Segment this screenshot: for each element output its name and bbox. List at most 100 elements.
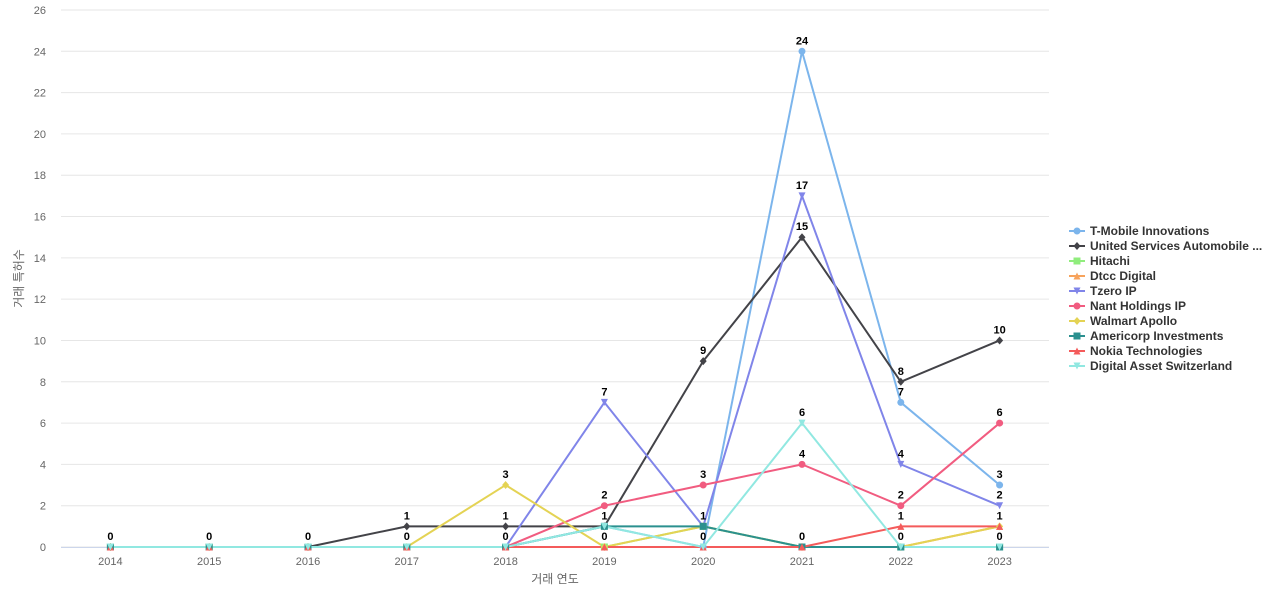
data-point-9-2019 [600,522,608,530]
data-label: 0 [898,531,904,543]
y-tick-label-18: 18 [34,170,46,182]
legend-item-6[interactable]: Walmart Apollo [1069,314,1177,328]
data-point-0-2022 [897,398,905,406]
data-point-1-2017 [403,522,411,531]
series-markers [106,47,1004,551]
data-point-1-2022 [897,377,905,386]
data-label: 0 [799,531,805,543]
x-tick-label-2023: 2023 [987,556,1011,568]
y-tick-label-24: 24 [34,46,46,58]
data-label: 2 [997,490,1003,502]
legend-marker-9 [1073,362,1081,370]
legend-label-2: Hitachi [1090,254,1130,268]
data-point-8-2019 [600,543,608,551]
data-label: 0 [404,531,410,543]
legend-label-5: Nant Holdings IP [1090,299,1186,313]
legend-item-1[interactable]: United Services Automobile ... [1069,239,1262,253]
data-point-1-2020 [699,357,707,366]
series-line-6[interactable] [109,484,1001,548]
legend-item-2[interactable]: Hitachi [1069,254,1130,268]
data-label: 7 [898,386,904,398]
data-point-9-2014 [106,543,114,551]
data-label: 0 [601,531,607,543]
series-line-5[interactable] [109,422,1001,548]
data-label: 0 [305,531,311,543]
x-tick-label-2018: 2018 [493,556,517,568]
data-label: 4 [799,448,806,460]
data-point-5-2023 [996,419,1004,427]
data-point-1-2021 [798,233,806,242]
legend-label-9: Digital Asset Switzerland [1090,359,1232,373]
data-label: 0 [700,531,706,543]
legend-label-6: Walmart Apollo [1090,314,1177,328]
data-label: 3 [700,469,706,481]
legend-item-4[interactable]: Tzero IP [1069,284,1137,298]
data-label: 2 [601,490,607,502]
series-line-9[interactable] [109,422,1001,548]
data-point-4-2019 [600,398,608,406]
legend-label-8: Nokia Technologies [1090,344,1203,358]
legend-label-0: T-Mobile Innovations [1090,224,1210,238]
y-axis-title: 거래 특허수 [12,249,26,308]
data-label: 4 [898,448,905,460]
data-label: 0 [107,531,113,543]
data-label: 6 [799,407,805,419]
data-label: 0 [206,531,212,543]
data-point-4-2023 [996,502,1004,510]
series-line-4[interactable] [109,194,1001,548]
legend-item-3[interactable]: Dtcc Digital [1069,269,1156,283]
data-label: 24 [796,35,809,47]
data-label: 1 [404,510,410,522]
legend-marker-4 [1073,287,1081,295]
x-tick-label-2022: 2022 [889,556,913,568]
legend-label-3: Dtcc Digital [1090,269,1156,283]
data-label: 17 [796,180,808,192]
data-point-5-2021 [798,460,806,468]
data-point-5-2022 [897,502,905,510]
legend-marker-2 [1073,257,1081,265]
y-tick-label-8: 8 [40,377,46,389]
legend-marker-7 [1073,332,1081,340]
data-point-1-2018 [502,522,510,531]
legend-item-8[interactable]: Nokia Technologies [1069,344,1203,358]
x-axis-title: 거래 연도 [531,572,579,586]
legend-marker-8 [1073,347,1081,355]
data-point-9-2020 [699,543,707,551]
data-point-9-2021 [798,419,806,427]
legend-marker-5 [1073,302,1081,310]
x-tick-label-2019: 2019 [592,556,616,568]
y-tick-label-0: 0 [40,542,46,554]
legend-item-7[interactable]: Americorp Investments [1069,329,1224,343]
series-line-1[interactable] [109,236,1001,548]
x-tick-label-2016: 2016 [296,556,320,568]
legend-item-0[interactable]: T-Mobile Innovations [1069,224,1210,238]
data-point-9-2017 [403,543,411,551]
data-point-0-2023 [996,481,1004,489]
y-tick-label-14: 14 [34,253,46,265]
x-axis-ticks: 2014 2015 2016 2017 2018 2019 2020 2021 2022 2023 [98,556,1012,568]
data-label: 2 [898,490,904,502]
data-label: 0 [503,531,509,543]
data-label: 1 [601,510,607,522]
data-point-9-2016 [304,543,312,551]
data-point-9-2018 [502,543,510,551]
data-point-5-2019 [600,502,608,510]
data-point-8-2023 [996,522,1004,530]
data-label: 15 [796,221,808,233]
y-tick-label-4: 4 [40,459,46,471]
legend-marker-0 [1073,227,1081,235]
x-tick-label-2020: 2020 [691,556,715,568]
legend-item-9[interactable]: Digital Asset Switzerland [1069,359,1232,373]
y-tick-label-10: 10 [34,335,46,347]
data-point-9-2015 [205,543,213,551]
data-label: 1 [503,510,509,522]
data-point-4-2021 [798,192,806,200]
legend-item-5[interactable]: Nant Holdings IP [1069,299,1186,313]
data-point-1-2023 [996,336,1004,345]
legend-marker-3 [1073,272,1081,280]
x-tick-label-2017: 2017 [395,556,419,568]
